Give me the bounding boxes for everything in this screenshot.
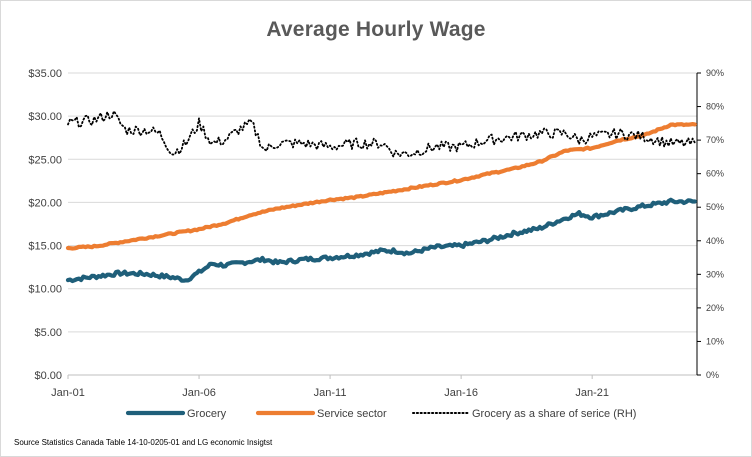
y-tick-label-left: $35.00 xyxy=(28,68,62,80)
x-tick-label: Jan-21 xyxy=(575,387,609,399)
series-line-0 xyxy=(65,197,697,284)
source-note: Source Statistics Canada Table 14-10-020… xyxy=(14,438,273,447)
y-tick-label-right: 0% xyxy=(706,370,719,380)
y-tick-label-left: $10.00 xyxy=(28,284,62,296)
legend: Grocery Service sector Grocery as a share … xyxy=(125,408,636,420)
y-tick-label-right: 30% xyxy=(706,269,724,279)
x-tick-label: Jan-16 xyxy=(444,387,478,399)
y-tick-label-right: 20% xyxy=(706,303,724,313)
legend-label-2: Grocery as a share of serice (RH) xyxy=(472,408,636,420)
y-tick-label-left: $15.00 xyxy=(28,241,62,253)
y-tick-label-right: 90% xyxy=(706,68,724,78)
gridlines xyxy=(68,72,697,333)
series-layer xyxy=(65,110,697,284)
x-tick-label: Jan-11 xyxy=(314,387,347,399)
y-tick-label-right: 50% xyxy=(706,202,724,212)
y-tick-label-right: 10% xyxy=(706,336,724,346)
series-line-1 xyxy=(65,122,697,251)
y-tick-label-left: $5.00 xyxy=(34,327,62,339)
y-tick-label-left: $0.00 xyxy=(34,370,62,382)
series-line-2 xyxy=(67,110,696,158)
y-tick-label-right: 60% xyxy=(706,169,724,179)
y-tick-label-right: 70% xyxy=(706,135,724,145)
legend-label-0: Grocery xyxy=(187,408,227,420)
y-tick-label-left: $30.00 xyxy=(28,111,62,123)
axes: $0.00 $5.00 $10.00 $15.00 $20.00 $25.00 $30.00… xyxy=(28,68,724,399)
x-tick-label: Jan-01 xyxy=(51,387,85,399)
x-tick-label: Jan-06 xyxy=(182,387,216,399)
chart-title: Average Hourly Wage xyxy=(266,18,486,41)
y-tick-label-left: $20.00 xyxy=(28,197,62,209)
y-tick-label-right: 80% xyxy=(706,102,724,112)
y-tick-label-right: 40% xyxy=(706,236,724,246)
legend-label-1: Service sector xyxy=(317,408,387,420)
y-tick-label-left: $25.00 xyxy=(28,154,62,166)
